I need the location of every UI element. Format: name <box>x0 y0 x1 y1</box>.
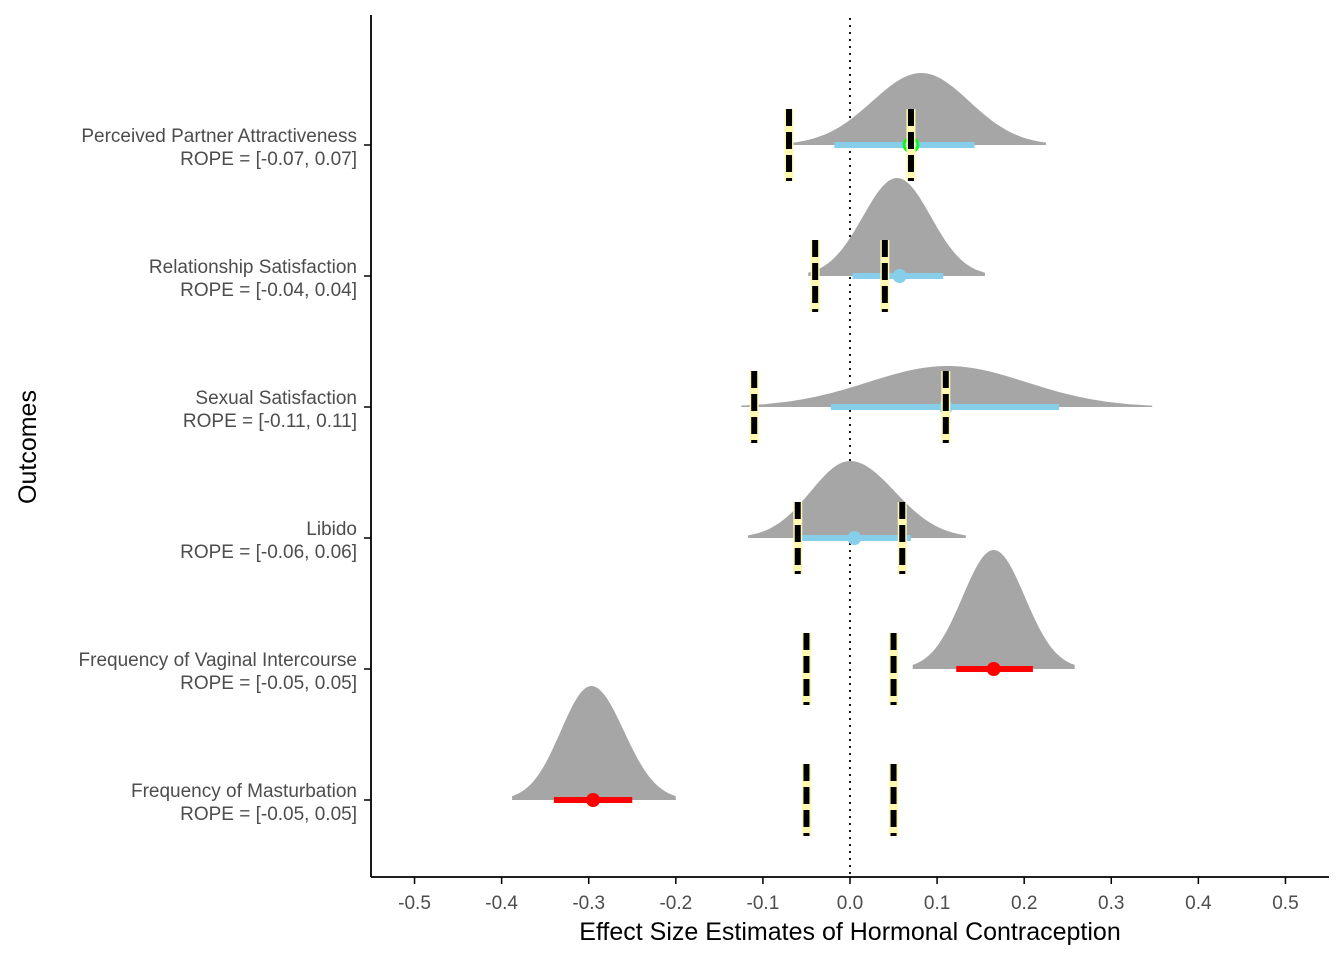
outcome-row <box>801 550 1075 705</box>
x-tick-label: -0.4 <box>485 893 518 914</box>
density-curve <box>808 178 985 276</box>
y-tick-label-rope: ROPE = [-0.05, 0.05] <box>180 804 357 825</box>
x-tick-label: 0.0 <box>837 893 863 914</box>
x-tick-label: 0.2 <box>1011 893 1037 914</box>
x-tick-label: -0.1 <box>747 893 780 914</box>
x-tick-label: 0.3 <box>1098 893 1124 914</box>
density-curve <box>793 73 1046 145</box>
density-curve <box>512 686 676 800</box>
x-tick-label: -0.3 <box>572 893 605 914</box>
y-tick-label-name: Frequency of Masturbation <box>131 781 357 802</box>
y-tick-label-name: Relationship Satisfaction <box>149 257 357 278</box>
x-tick-label: 0.4 <box>1185 893 1212 914</box>
y-tick-label-name: Sexual Satisfaction <box>195 388 357 409</box>
x-tick-label: -0.2 <box>659 893 692 914</box>
y-tick-label-rope: ROPE = [-0.04, 0.04] <box>180 280 357 301</box>
y-tick-label-rope: ROPE = [-0.11, 0.11] <box>183 411 357 432</box>
y-tick-label-name: Frequency of Vaginal Intercourse <box>79 650 357 671</box>
outcome-row <box>784 73 1046 181</box>
density-curve <box>748 461 966 538</box>
plot-area <box>512 18 1153 877</box>
outcome-row <box>741 366 1153 443</box>
y-tick-label-name: Libido <box>306 519 357 540</box>
x-tick-label: 0.5 <box>1272 893 1298 914</box>
point-estimate <box>847 531 862 545</box>
density-curve <box>912 550 1075 669</box>
y-tick-label-rope: ROPE = [-0.05, 0.05] <box>180 673 357 694</box>
y-tick-label-rope: ROPE = [-0.07, 0.07] <box>180 149 357 170</box>
y-axis-title: Outcomes <box>14 390 42 504</box>
point-estimate <box>892 269 907 283</box>
x-axis-title: Effect Size Estimates of Hormonal Contra… <box>579 918 1120 946</box>
x-tick-label: 0.1 <box>924 893 950 914</box>
y-tick-label-rope: ROPE = [-0.06, 0.06] <box>180 542 357 563</box>
outcome-row <box>748 461 966 574</box>
x-tick-label: -0.5 <box>398 893 431 914</box>
x-axis: -0.5 -0.4 -0.3 -0.2 -0.1 0.0 0.1 0.2 0.3 0.4 0.5 <box>371 876 1329 914</box>
point-estimate <box>986 662 1001 676</box>
point-estimate <box>586 793 601 807</box>
outcome-row <box>808 178 985 312</box>
y-tick-label-name: Perceived Partner Attractiveness <box>81 126 357 147</box>
outcome-row <box>512 686 899 836</box>
